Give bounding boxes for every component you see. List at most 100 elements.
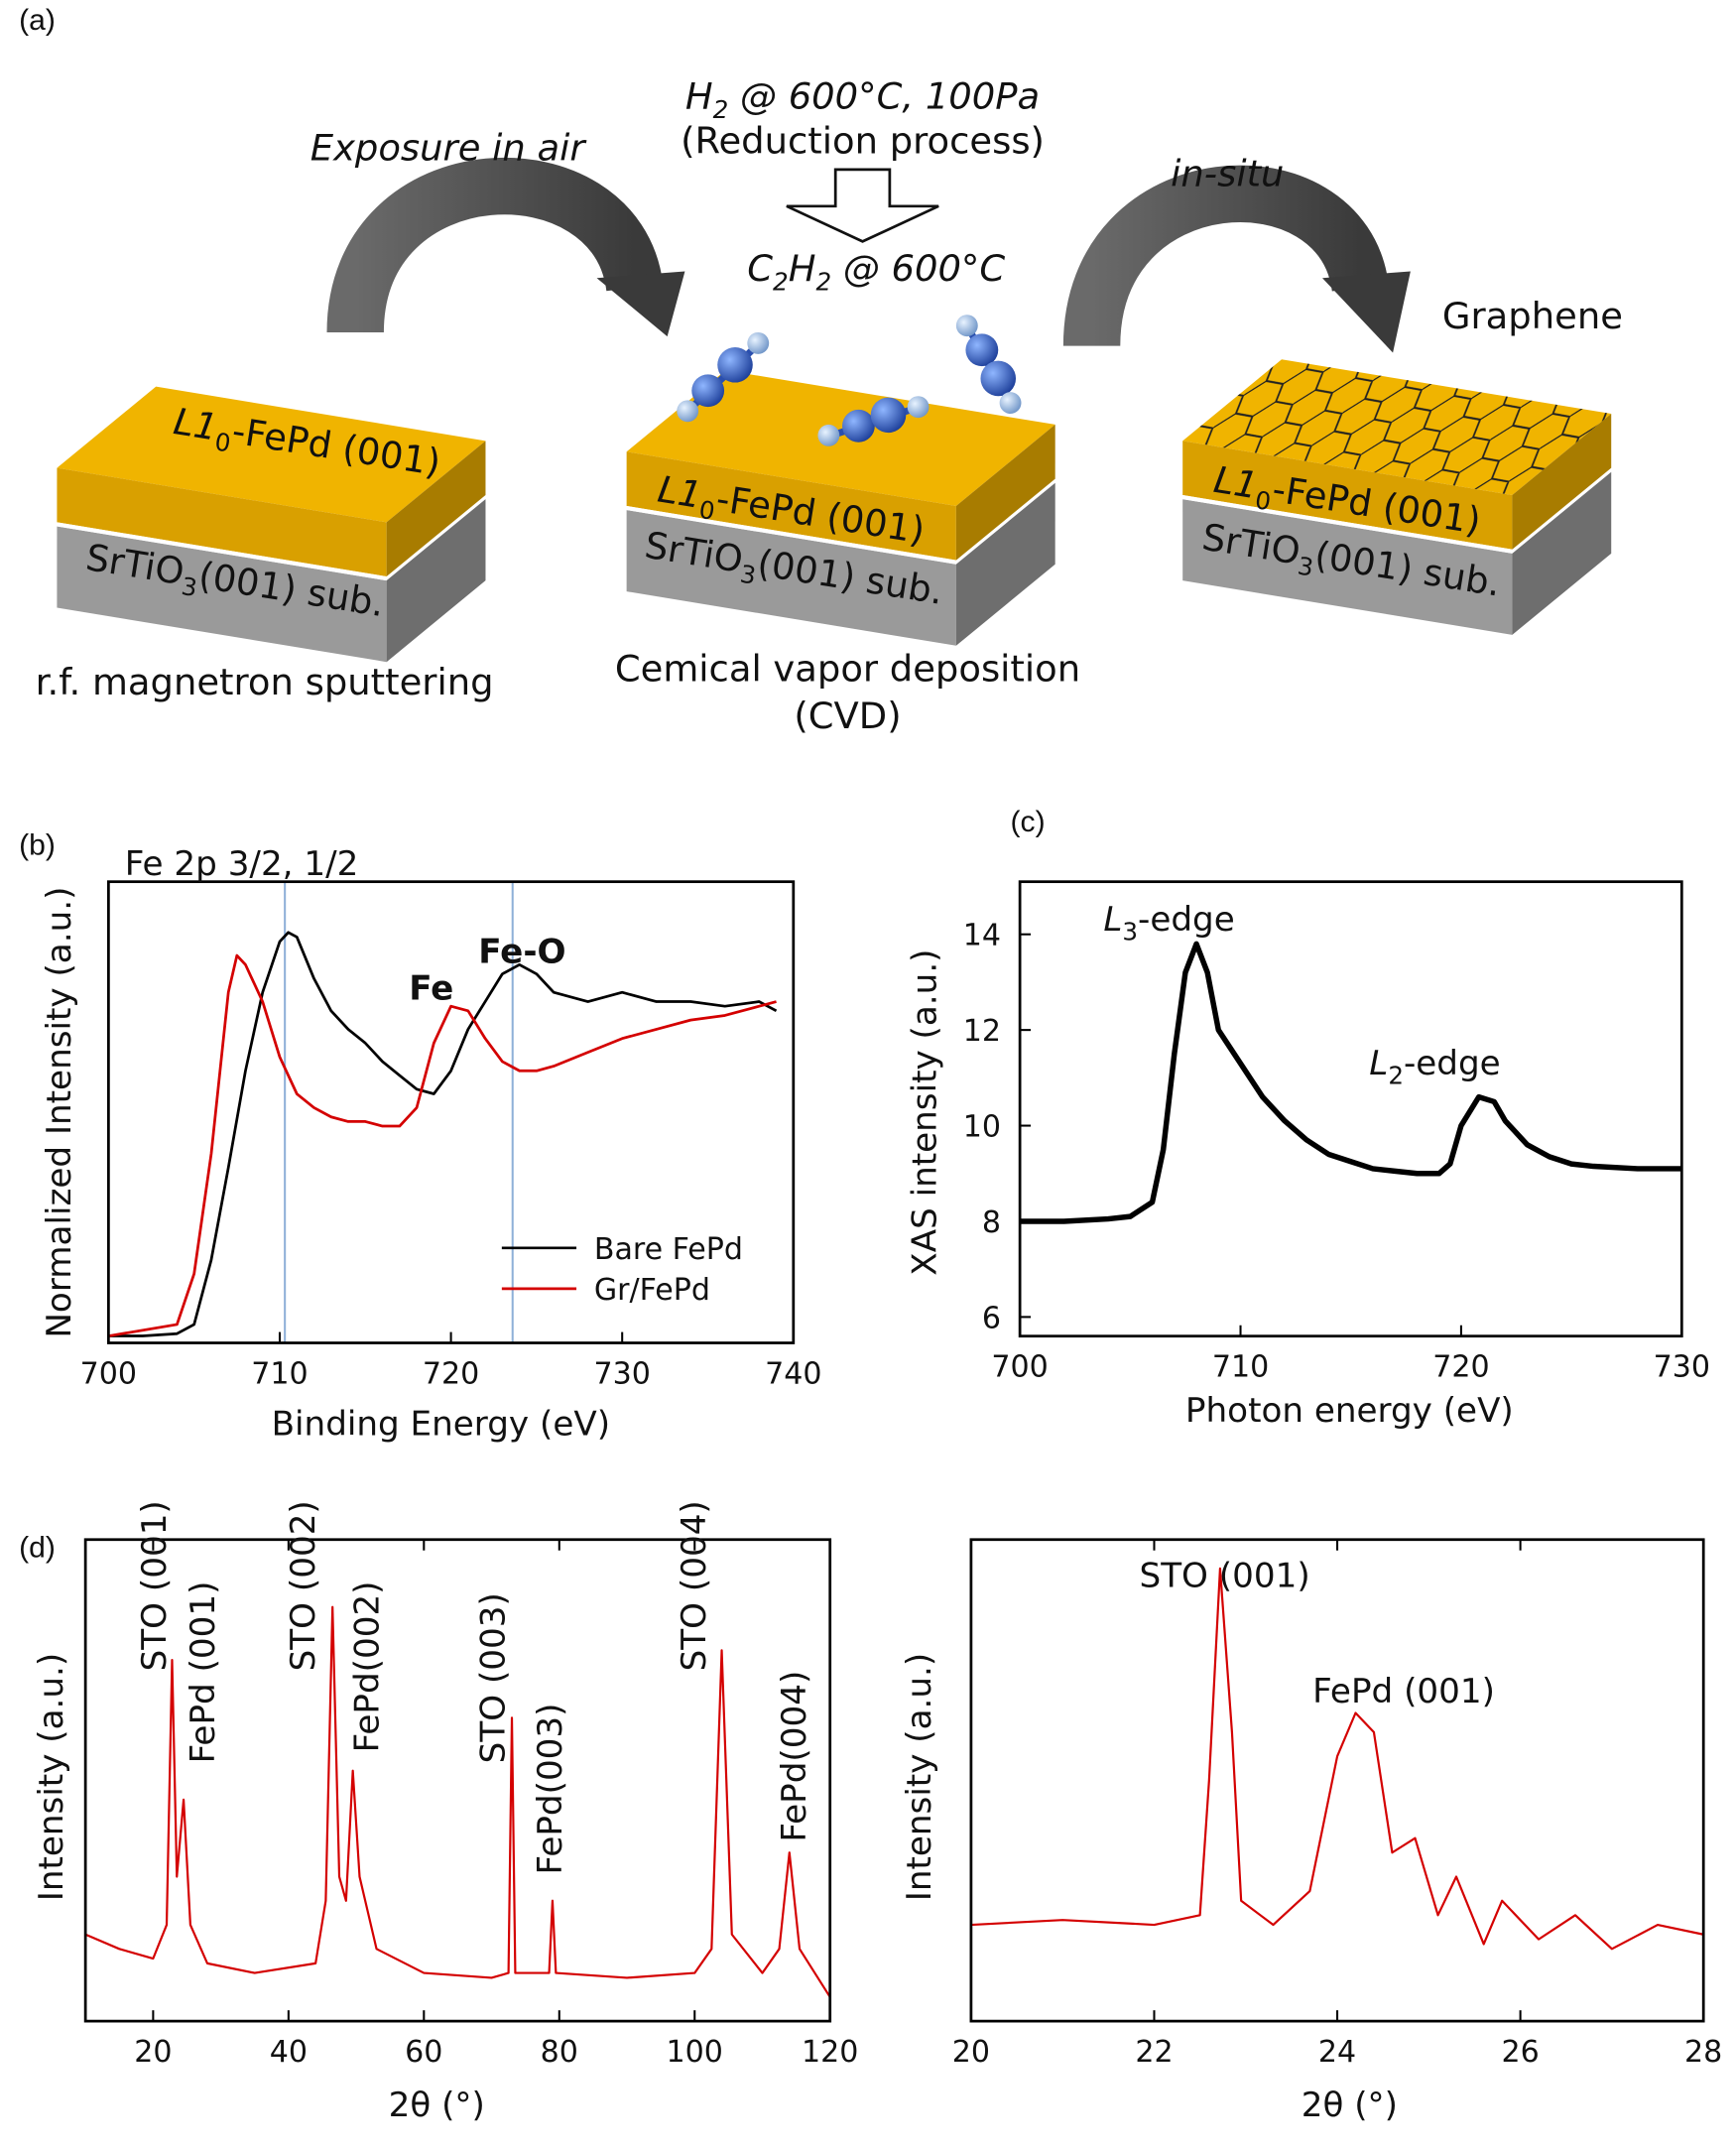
x-tick-label: 26 — [1501, 2035, 1539, 2070]
x-tick-label: 730 — [594, 1357, 651, 1392]
substrate-front — [1182, 499, 1513, 635]
x-tick-label: 740 — [765, 1357, 821, 1392]
interface — [1181, 495, 1513, 554]
step-label: in-situ — [1171, 152, 1284, 194]
y-tick-label: 10 — [963, 1109, 1001, 1144]
annotation: STO (003) — [474, 1592, 514, 1763]
molecules — [677, 315, 1022, 446]
substrate-front — [626, 510, 956, 646]
charts: 700 710 720 730 740 (b) Fe 2p 3/2, 1/2 Binding … — [19, 806, 1722, 2125]
panel-label: (d) — [19, 1532, 56, 1565]
text-part: L — [1103, 900, 1122, 940]
data-line — [108, 953, 777, 1337]
x-tick-label: 720 — [1432, 1350, 1489, 1385]
text-part: H — [789, 247, 816, 290]
subscript: 0 — [1253, 485, 1273, 516]
y-axis-label: Intensity (a.u.) — [900, 1653, 939, 1901]
text-part: C — [747, 247, 773, 290]
curved-arrow — [1062, 165, 1389, 347]
subscript: 2 — [1388, 1061, 1404, 1089]
text-part: L — [1369, 1044, 1388, 1083]
graphene-label: Graphene — [1442, 295, 1623, 337]
text-part: @ 600°C — [831, 247, 1005, 290]
slab-top — [626, 370, 1055, 506]
subscript: 3 — [180, 571, 199, 602]
subscript: 2 — [713, 95, 729, 124]
plot-frame — [83, 1538, 832, 2023]
text-part: L1 — [655, 468, 704, 517]
arrow-head — [1322, 271, 1411, 353]
x-axis-label: Binding Energy (eV) — [272, 1404, 610, 1444]
panel-label: (c) — [1011, 806, 1046, 838]
y-tick-label: 14 — [963, 919, 1001, 953]
x-tick-label: 730 — [1654, 1350, 1710, 1385]
y-tick-label: 12 — [963, 1014, 1001, 1049]
annotation: L2-edge — [1369, 1044, 1500, 1090]
arrow-head — [596, 271, 685, 337]
film-front — [626, 451, 956, 561]
legend-label: Gr/FePd — [594, 1273, 710, 1308]
film-front — [1182, 441, 1513, 550]
subscript: 2 — [815, 268, 831, 297]
legend-label: Bare FePd — [594, 1232, 743, 1267]
condition: C2H2 @ 600°C — [747, 247, 1005, 297]
text-part: H — [685, 74, 713, 117]
subscript: 3 — [738, 560, 758, 590]
annotation: FePd (001) — [1312, 1672, 1495, 1711]
film-side — [1512, 413, 1612, 550]
annotation: FePd(004) — [775, 1671, 814, 1842]
plot-frame — [969, 1538, 1705, 2023]
condition: (Reduction process) — [681, 119, 1045, 162]
caption: Cemical vapor deposition — [615, 647, 1080, 690]
y-axis-label: Intensity (a.u.) — [32, 1653, 71, 1901]
text-part: -edge — [1404, 1044, 1501, 1083]
annotation: STO (004) — [675, 1500, 714, 1671]
x-tick-label: 20 — [134, 2035, 172, 2070]
substrate-side — [386, 499, 486, 663]
slab — [57, 386, 486, 663]
panel-a: (a) Exposure in air H2 @ 600°C, 100Pa (R… — [19, 4, 1623, 737]
x-tick-label: 24 — [1318, 2035, 1356, 2070]
x-tick-label: 700 — [991, 1350, 1048, 1385]
annotation: FePd (001) — [184, 1581, 223, 1764]
substrate-side — [955, 482, 1055, 646]
x-tick-label: 700 — [80, 1357, 137, 1392]
text-part: L1 — [171, 400, 220, 448]
data-line — [85, 1605, 830, 1998]
text-part: -edge — [1138, 900, 1235, 940]
y-tick-label: 8 — [982, 1205, 1001, 1240]
subscript: 0 — [697, 495, 717, 526]
substrate-side — [1512, 471, 1612, 635]
film-side — [386, 441, 486, 577]
subscript: 3 — [1296, 551, 1315, 581]
slab — [626, 370, 1055, 646]
text-part: L1 — [1211, 458, 1261, 507]
annotation: STO (001) — [135, 1500, 175, 1671]
data-line — [108, 931, 778, 1337]
condition: H2 @ 600°C, 100Pa — [685, 74, 1040, 124]
y-axis-label: XAS intensity (a.u.) — [905, 949, 944, 1275]
annotation: STO (001) — [1140, 1557, 1310, 1596]
x-tick-label: 80 — [541, 2035, 578, 2070]
chart-title: Fe 2p 3/2, 1/2 — [125, 844, 359, 884]
data-line — [970, 1567, 1704, 1951]
annotation: STO (002) — [284, 1500, 323, 1671]
panel-label: (b) — [19, 828, 56, 861]
curved-arrow — [326, 158, 664, 334]
interface — [57, 522, 387, 581]
caption: (CVD) — [794, 695, 901, 737]
caption: r.f. magnetron sputtering — [36, 661, 494, 703]
data-line — [1020, 941, 1682, 1224]
x-axis-label: Photon energy (eV) — [1185, 1391, 1514, 1431]
y-axis-label: Normalized Intensity (a.u.) — [40, 887, 79, 1338]
x-tick-label: 710 — [251, 1357, 308, 1392]
x-tick-label: 20 — [952, 2035, 990, 2070]
subscript: 0 — [213, 427, 233, 457]
interface — [626, 505, 957, 565]
subscript: 3 — [1122, 917, 1138, 946]
x-tick-label: 120 — [802, 2035, 858, 2070]
annotation: FePd(002) — [347, 1581, 387, 1752]
film-front — [57, 467, 387, 577]
film-side — [955, 424, 1055, 561]
x-tick-label: 22 — [1135, 2035, 1173, 2070]
